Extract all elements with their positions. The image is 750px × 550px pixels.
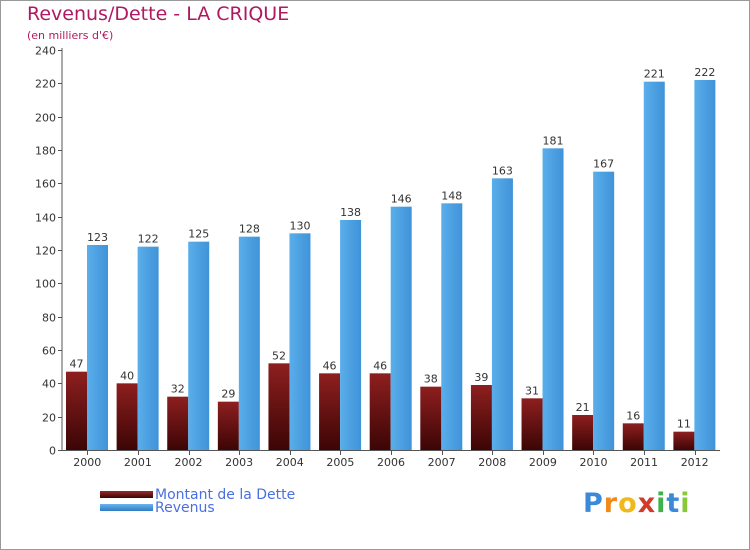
x-tick-label: 2005 [326, 456, 354, 469]
data-label-revenue: 221 [644, 68, 665, 81]
y-tick-label: 60 [42, 345, 56, 358]
chart-title: Revenus/Dette - LA CRIQUE [27, 3, 290, 25]
data-label-revenue: 130 [289, 219, 310, 232]
x-tick-label: 2008 [478, 456, 506, 469]
data-label-debt: 16 [626, 409, 640, 422]
logo-letter: x [637, 488, 657, 519]
bar-debt [369, 373, 391, 450]
y-tick-label: 240 [35, 45, 56, 58]
x-tick-label: 2011 [630, 456, 658, 469]
logo-letter: r [603, 488, 619, 519]
data-label-debt: 46 [323, 359, 337, 372]
bar-debt [268, 363, 290, 450]
y-tick-label: 40 [42, 378, 56, 391]
logo-letter: i [656, 488, 667, 519]
x-tick-label: 2002 [175, 456, 203, 469]
bar-debt [572, 415, 594, 450]
y-tick-label: 160 [35, 178, 56, 191]
x-tick-label: 2004 [276, 456, 304, 469]
data-label-revenue: 181 [543, 134, 564, 147]
data-label-revenue: 128 [239, 223, 260, 236]
legend-label-debt: Montant de la Dette [155, 487, 296, 503]
bar-revenue [87, 245, 108, 450]
bar-revenue [340, 220, 362, 450]
x-tick-label: 2012 [681, 456, 709, 469]
logo-letter: t [666, 488, 681, 519]
y-tick-label: 100 [35, 278, 56, 291]
data-label-debt: 39 [474, 371, 488, 384]
bar-debt [167, 396, 189, 450]
legend-item-debt: Montant de la Dette [100, 488, 295, 502]
x-tick-label: 2010 [579, 456, 607, 469]
chart-bars [66, 80, 716, 451]
data-label-revenue: 125 [188, 228, 209, 241]
bar-revenue [137, 246, 159, 450]
bar-debt [116, 383, 138, 450]
data-label-debt: 52 [272, 349, 286, 362]
legend-item-revenue: Revenus [100, 501, 215, 515]
bar-revenue [390, 206, 412, 450]
bar-debt [420, 386, 442, 450]
x-tick-label: 2009 [529, 456, 557, 469]
chart-labels: 0 20 40 60 80 100 120 140 160 180 200 220 240 2000 47 1… [35, 45, 715, 470]
legend-swatch-debt [100, 490, 153, 498]
bar-debt [622, 423, 644, 450]
bar-debt [217, 401, 239, 450]
data-label-debt: 40 [120, 369, 134, 382]
x-tick-label: 2007 [428, 456, 456, 469]
data-label-revenue: 163 [492, 164, 513, 177]
bar-revenue [542, 148, 564, 451]
logo-letter: i [680, 488, 691, 519]
bar-debt [521, 398, 543, 450]
proxiti-logo: Proxiti [583, 488, 691, 519]
data-label-revenue: 122 [138, 233, 159, 246]
bar-revenue [643, 81, 665, 451]
data-label-revenue: 167 [593, 158, 614, 171]
data-label-debt: 47 [70, 358, 84, 371]
chart-axes [58, 48, 720, 455]
x-tick-label: 2006 [377, 456, 405, 469]
data-label-revenue: 146 [391, 193, 412, 206]
logo-letter: o [618, 488, 638, 519]
y-tick-label: 200 [35, 112, 56, 125]
data-label-debt: 38 [424, 373, 438, 386]
y-tick-label: 140 [35, 212, 56, 225]
data-label-debt: 46 [373, 359, 387, 372]
data-label-debt: 21 [576, 401, 590, 414]
bar-revenue [441, 203, 463, 450]
x-tick-label: 2000 [73, 456, 101, 469]
legend-label-revenue: Revenus [155, 500, 215, 516]
data-label-debt: 29 [221, 388, 235, 401]
bar-revenue [238, 236, 260, 450]
bar-revenue [694, 80, 716, 450]
data-label-debt: 11 [677, 418, 691, 431]
y-tick-label: 220 [35, 78, 56, 91]
logo-letter: P [583, 488, 604, 519]
data-label-debt: 32 [171, 383, 185, 396]
data-label-revenue: 222 [694, 66, 715, 79]
y-tick-label: 180 [35, 145, 56, 158]
chart-subtitle: (en milliers d'€) [27, 29, 114, 42]
bar-debt [66, 371, 87, 450]
bar-debt [470, 385, 492, 450]
y-tick-label: 20 [42, 412, 56, 425]
data-label-debt: 31 [525, 384, 539, 397]
bar-revenue [289, 233, 311, 450]
legend-swatch-revenue [100, 503, 153, 511]
x-tick-label: 2001 [124, 456, 152, 469]
bar-revenue [593, 171, 615, 450]
bar-debt [673, 431, 695, 450]
bar-debt [319, 373, 341, 450]
y-tick-label: 0 [49, 445, 56, 458]
y-tick-label: 80 [42, 312, 56, 325]
bar-revenue [491, 178, 513, 451]
data-label-revenue: 123 [87, 231, 108, 244]
data-label-revenue: 138 [340, 206, 361, 219]
data-label-revenue: 148 [441, 189, 462, 202]
bar-revenue [188, 241, 210, 450]
y-tick-label: 120 [35, 245, 56, 258]
x-tick-label: 2003 [225, 456, 253, 469]
